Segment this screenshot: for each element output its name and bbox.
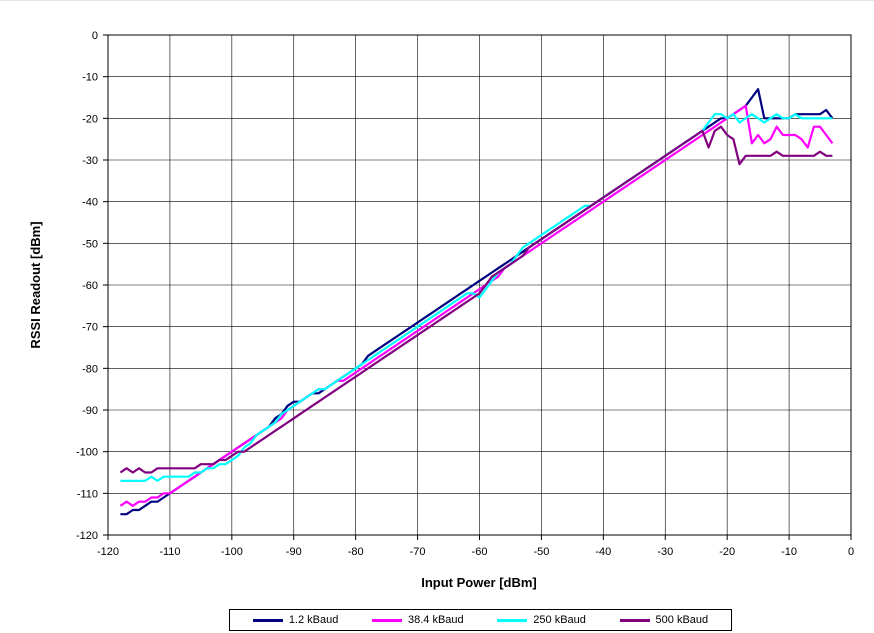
series-line-3 bbox=[120, 113, 833, 482]
legend-swatch bbox=[619, 618, 650, 622]
legend-swatch bbox=[252, 618, 283, 622]
x-axis-title: Input Power [dBm] bbox=[421, 575, 537, 590]
y-tick-label: -30 bbox=[82, 155, 98, 167]
y-tick-label: -110 bbox=[77, 488, 98, 500]
y-tick-label: -80 bbox=[82, 363, 98, 375]
rssi-line-chart: -120 -110 -100 -90 -80 -70 -60 -50 -40 -30 -20 -10 0… bbox=[28, 30, 854, 590]
x-tick-label: -40 bbox=[595, 546, 611, 558]
y-tick-label: -90 bbox=[82, 405, 98, 417]
legend-item-1: 1.2 kBaud bbox=[252, 614, 339, 626]
legend-item-4: 500 kBaud bbox=[619, 614, 709, 626]
legend: 1.2 kBaud 38.4 kBaud 250 kBaud 500 kBaud bbox=[229, 609, 732, 631]
x-tick-label: -20 bbox=[719, 546, 735, 558]
y-tick-label: -70 bbox=[82, 322, 98, 334]
y-tick-label: -20 bbox=[82, 113, 98, 125]
series-line-4 bbox=[119, 125, 833, 474]
series-line-1 bbox=[120, 88, 834, 516]
x-tick-label: 0 bbox=[848, 546, 854, 558]
x-tick-label: -100 bbox=[221, 546, 243, 558]
y-axis-ticks: 0 -10 -20 -30 -40 -50 -60 -70 -80 -90 -100 -110 -120 bbox=[76, 30, 108, 542]
series-line-2 bbox=[119, 104, 834, 507]
x-tick-label: -50 bbox=[533, 546, 549, 558]
y-tick-label: -50 bbox=[82, 238, 98, 250]
x-tick-label: -80 bbox=[348, 546, 364, 558]
series-lines bbox=[119, 88, 834, 516]
x-tick-label: -70 bbox=[410, 546, 426, 558]
x-tick-label: -110 bbox=[159, 546, 180, 558]
legend-item-2: 38.4 kBaud bbox=[372, 614, 464, 626]
x-axis-ticks: -120 -110 -100 -90 -80 -70 -60 -50 -40 -30 -20 -10 0 bbox=[97, 535, 854, 558]
x-tick-label: -10 bbox=[781, 546, 797, 558]
x-tick-label: -30 bbox=[657, 546, 673, 558]
legend-item-3: 250 kBaud bbox=[497, 614, 586, 626]
x-tick-label: -60 bbox=[472, 546, 488, 558]
legend-label: 1.2 kBaud bbox=[288, 614, 339, 626]
y-tick-label: -120 bbox=[76, 530, 98, 542]
y-tick-label: 0 bbox=[92, 30, 98, 42]
y-tick-label: -100 bbox=[76, 447, 98, 459]
legend-swatch bbox=[497, 618, 528, 622]
y-axis-title: RSSI Readout [dBm] bbox=[28, 221, 43, 348]
y-tick-label: -60 bbox=[82, 280, 98, 292]
x-tick-label: -90 bbox=[286, 546, 302, 558]
legend-label: 38.4 kBaud bbox=[408, 614, 464, 626]
x-tick-label: -120 bbox=[97, 546, 119, 558]
y-tick-label: -10 bbox=[82, 72, 98, 84]
legend-label: 250 kBaud bbox=[533, 614, 586, 626]
y-tick-label: -40 bbox=[82, 197, 98, 209]
legend-label: 500 kBaud bbox=[655, 614, 709, 626]
legend-swatch bbox=[372, 618, 402, 622]
